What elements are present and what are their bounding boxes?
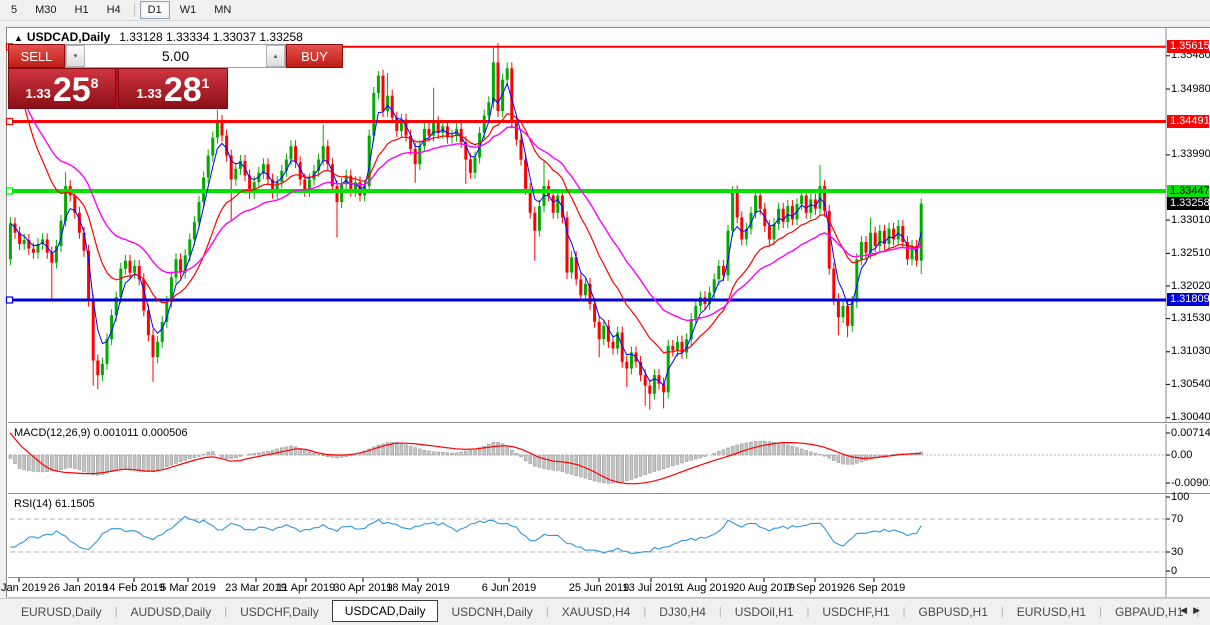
tab-separator: | [114, 606, 118, 618]
price-level-badge: 1.34491 [1167, 115, 1210, 129]
rsi-panel [8, 495, 1166, 577]
tab-separator: | [224, 606, 228, 618]
one-click-trading-panel: SELL ▾ ▴ BUY 1.33 25 8 1.33 28 1 [8, 44, 343, 109]
buy-price-big: 28 [163, 71, 202, 109]
chart-tab-dj30-h4[interactable]: DJ30,H4 [659, 605, 706, 619]
tab-separator: | [1099, 606, 1102, 618]
chart-tab-usdcad-daily[interactable]: USDCAD,Daily [331, 600, 439, 622]
chart-tab-xauusd-h4[interactable]: XAUUSD,H4 [561, 605, 631, 619]
buy-button[interactable]: BUY [286, 44, 343, 68]
tab-separator: | [1196, 606, 1200, 618]
timeframe-toolbar: 5 M30 H1 H4 D1 W1 MN [0, 0, 1210, 21]
tab-separator: | [545, 606, 549, 618]
rsi-indicator-label: RSI(14) 61.1505 [14, 498, 95, 510]
buy-price-box[interactable]: 1.33 28 1 [118, 68, 228, 109]
chart-tab-usdchf-h1[interactable]: USDCHF,H1 [822, 605, 890, 619]
chart-tab-gbpusd-h1[interactable]: GBPUSD,H1 [918, 605, 988, 619]
price-axis-label: 1.33010 [1171, 213, 1210, 226]
price-level-badge: 1.31809 [1167, 293, 1210, 307]
timeframe-button-h1[interactable]: H1 [74, 4, 89, 16]
timeframe-button-h4[interactable]: H4 [106, 4, 121, 16]
price-axis-label: 1.30040 [1171, 411, 1210, 424]
volume-decrease-button[interactable]: ▾ [66, 45, 85, 67]
date-axis-label: 6 Jun 2019 [481, 582, 537, 594]
chart-title: ▲ USDCAD,Daily 1.33128 1.33334 1.33037 1.3… [14, 30, 303, 44]
price-axis-label: 1.33990 [1171, 148, 1210, 161]
macd-axis-label: 0.00714 [1171, 426, 1210, 439]
date-axis-label: 26 Sep 2019 [842, 582, 906, 594]
rsi-axis-label: 30 [1171, 545, 1184, 558]
collapse-arrow-icon[interactable]: ▲ [14, 33, 23, 43]
price-axis-label: 1.30540 [1171, 377, 1210, 390]
price-axis-label: 1.31530 [1171, 312, 1210, 325]
tab-scroll-right-icon[interactable]: ▶ [1193, 605, 1206, 615]
chart-tab-eurusd-daily[interactable]: EURUSD,Daily [21, 605, 102, 619]
rsi-axis-label: 70 [1171, 512, 1184, 525]
date-axis-label: 25 Jun 2019 [568, 582, 630, 594]
date-axis-label: 18 May 2019 [386, 582, 450, 594]
date-axis-label: 13 Jul 2019 [622, 582, 680, 594]
tab-separator: | [643, 606, 647, 618]
date-axis-label: 20 Aug 2019 [733, 582, 795, 594]
chart-tab-usdchf-daily[interactable]: USDCHF,Daily [240, 605, 319, 619]
price-level-badge: 1.35615 [1167, 40, 1210, 54]
timeframe-button-m30[interactable]: M30 [35, 4, 57, 16]
date-axis-label: 14 Feb 2019 [103, 582, 165, 594]
volume-stepper: ▾ ▴ [65, 44, 286, 68]
date-axis-label: 11 Apr 2019 [276, 582, 336, 594]
sell-price-sup: 8 [90, 75, 99, 91]
chart-tab-usdoil-h1[interactable]: USDOil,H1 [734, 605, 794, 619]
rsi-axis-label: 100 [1171, 490, 1190, 503]
price-axis-label: 1.32510 [1171, 246, 1210, 259]
tab-separator: | [902, 606, 906, 618]
chart-tab-audusd-daily[interactable]: AUDUSD,Daily [130, 605, 212, 619]
tab-separator: | [806, 606, 810, 618]
macd-indicator-label: MACD(12,26,9) 0.001011 0.000506 [14, 427, 188, 439]
current-price-badge: 1.33258 [1167, 197, 1210, 211]
price-axis-label: 1.32020 [1171, 279, 1210, 292]
timeframe-button-5[interactable]: 5 [11, 4, 18, 16]
date-axis-label: 26 Jan 2019 [47, 582, 109, 594]
date-axis-panel [8, 578, 1166, 597]
date-axis-label: 23 Mar 2019 [225, 582, 287, 594]
volume-increase-button[interactable]: ▴ [266, 45, 285, 67]
date-axis-label: 30 Apr 2019 [333, 582, 393, 594]
sell-price-big: 25 [52, 71, 91, 109]
timeframe-button-mn[interactable]: MN [214, 4, 232, 16]
chart-tab-eurusd-h1[interactable]: EURUSD,H1 [1016, 605, 1087, 619]
volume-input[interactable] [85, 45, 266, 67]
date-axis-label: 8 Jan 2019 [0, 582, 47, 594]
tab-scroll-arrows[interactable]: ◀▶ [1180, 605, 1206, 616]
tab-separator: | [718, 606, 722, 618]
toolbar-separator [133, 3, 135, 17]
rsi-axis-label: 0 [1171, 564, 1178, 577]
chart-tab-bar: EURUSD,Daily | AUDUSD,Daily | USDCHF,Daily US… [0, 598, 1210, 625]
chart-ohlc-values: 1.33128 1.33334 1.33037 1.33258 [119, 30, 303, 44]
chart-symbol-label: USDCAD,Daily [26, 30, 111, 44]
tab-scroll-left-icon[interactable]: ◀ [1180, 605, 1194, 615]
sell-price-box[interactable]: 1.33 25 8 [8, 68, 116, 109]
timeframe-button-w1[interactable]: W1 [179, 4, 197, 16]
price-axis-label: 1.34980 [1171, 82, 1210, 95]
price-axis-label: 1.31030 [1171, 345, 1210, 358]
date-axis-label: 7 Sep 2019 [786, 582, 844, 594]
buy-price-prefix: 1.33 [136, 86, 162, 101]
macd-axis-label: 0.00 [1171, 448, 1193, 461]
sell-button[interactable]: SELL [8, 44, 65, 68]
sell-price-prefix: 1.33 [25, 86, 51, 101]
tab-separator: | [1000, 606, 1004, 618]
chart-tab-usdcnh-daily[interactable]: USDCNH,Daily [451, 605, 533, 619]
chart-tab-gbpaud-h1[interactable]: GBPAUD,H1 [1114, 605, 1184, 619]
buy-price-sup: 1 [201, 75, 210, 91]
date-axis-label: 5 Mar 2019 [160, 582, 216, 594]
price-level-badge: 1.33447 [1167, 184, 1210, 198]
macd-axis-label: -0.009015 [1171, 476, 1210, 489]
date-axis-label: 1 Aug 2019 [678, 582, 734, 594]
timeframe-button-d1[interactable]: D1 [139, 1, 170, 19]
